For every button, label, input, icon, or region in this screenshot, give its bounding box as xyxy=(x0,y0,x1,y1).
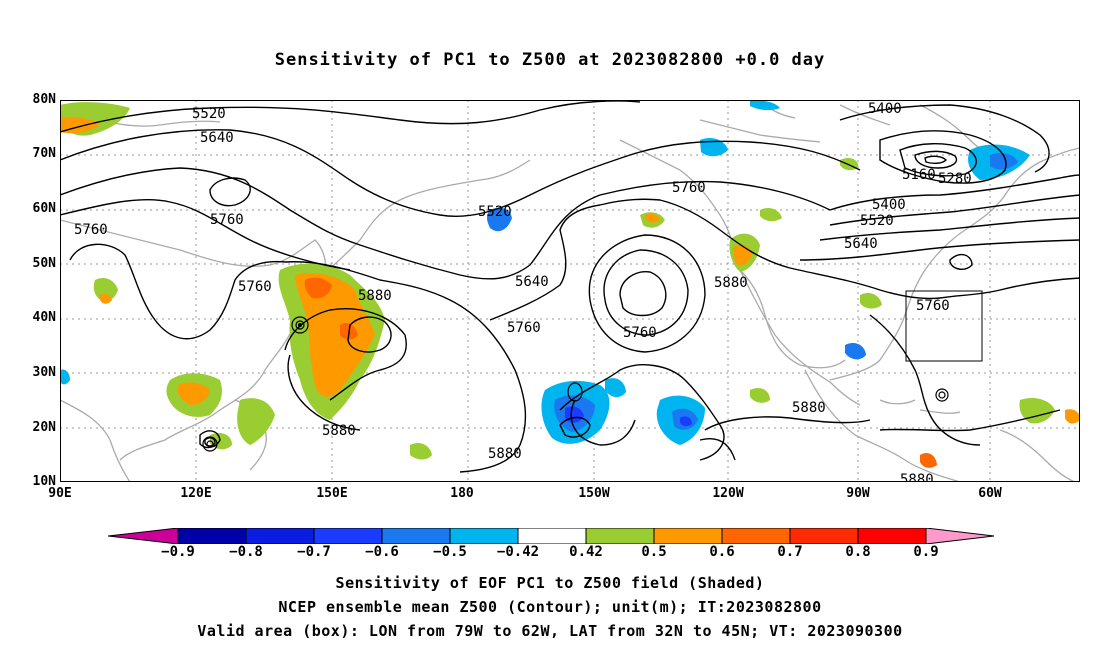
colorbar-label: −0.5 xyxy=(433,544,467,560)
contour-label: 5400 xyxy=(872,197,906,213)
colorbar-segment xyxy=(721,528,791,544)
colorbar-label: 0.9 xyxy=(913,544,939,560)
colorbar-label: −0.9 xyxy=(161,544,195,560)
colorbar-segment xyxy=(789,528,859,544)
lon-label-180: 180 xyxy=(450,486,474,501)
lon-label-150e: 150E xyxy=(316,486,348,501)
contour-label: 5880 xyxy=(714,275,748,291)
contour-label: 5760 xyxy=(74,222,108,238)
contour-label: 5760 xyxy=(916,298,950,314)
caption-valid-area: Valid area (box): LON from 79W to 62W, L… xyxy=(197,622,903,640)
colorbar-segment xyxy=(313,528,383,544)
colorbar xyxy=(108,528,994,544)
colorbar-segment xyxy=(585,528,655,544)
colorbar-label: 0.7 xyxy=(777,544,803,560)
z500-contours xyxy=(60,100,1080,473)
colorbar-segment xyxy=(449,528,519,544)
contour-label: 5160 xyxy=(902,167,936,183)
contour-label: 5520 xyxy=(478,204,512,220)
contour-label: 5280 xyxy=(938,171,972,187)
lat-label-80n: 80N xyxy=(32,92,56,107)
contour-label: 5760 xyxy=(623,325,657,341)
lon-label-150w: 150W xyxy=(578,486,610,501)
colorbar-segment xyxy=(245,528,315,544)
colorbar-label: −0.8 xyxy=(229,544,263,560)
contour-label: 5760 xyxy=(210,212,244,228)
contour-label: 5640 xyxy=(844,236,878,252)
lat-label-30n: 30N xyxy=(32,365,56,380)
lat-label-50n: 50N xyxy=(32,256,56,271)
lon-label-120e: 120E xyxy=(180,486,212,501)
caption-shaded: Sensitivity of EOF PC1 to Z500 field (Sh… xyxy=(335,574,765,592)
lat-label-20n: 20N xyxy=(32,420,56,435)
colorbar-segment xyxy=(857,528,927,544)
contour-label: 5760 xyxy=(238,279,272,295)
colorbar-label: −0.6 xyxy=(365,544,399,560)
map-svg: 5520 5640 5760 5760 5760 5880 5880 5520 … xyxy=(60,100,1080,482)
contour-labels: 5520 5640 5760 5760 5760 5880 5880 5520 … xyxy=(74,101,972,482)
contour-label: 5880 xyxy=(792,400,826,416)
colorbar-label: 0.6 xyxy=(709,544,735,560)
map-title: Sensitivity of PC1 to Z500 at 2023082800… xyxy=(274,50,826,70)
lon-label-90e: 90E xyxy=(48,486,72,501)
colorbar-segment xyxy=(653,528,723,544)
caption-contour: NCEP ensemble mean Z500 (Contour); unit(… xyxy=(278,598,822,616)
colorbar-segment xyxy=(177,528,247,544)
colorbar-label: 0.8 xyxy=(845,544,871,560)
colorbar-label: −0.7 xyxy=(297,544,331,560)
contour-label: 5520 xyxy=(860,213,894,229)
valid-area-box xyxy=(905,290,983,362)
lon-label-90w: 90W xyxy=(846,486,870,501)
contour-label: 5880 xyxy=(358,288,392,304)
colorbar-segment xyxy=(517,528,587,544)
contour-label: 5400 xyxy=(868,101,902,117)
colorbar-label: 0.42 xyxy=(569,544,603,560)
colorbar-right-triangle xyxy=(925,528,994,544)
contour-label: 5880 xyxy=(322,423,356,439)
contour-label: 5760 xyxy=(672,180,706,196)
colorbar-left-triangle xyxy=(108,528,179,544)
contour-label: 5640 xyxy=(515,274,549,290)
contour-label: 5880 xyxy=(900,472,934,482)
colorbar-segment xyxy=(381,528,451,544)
lon-label-120w: 120W xyxy=(712,486,744,501)
map-area: 5520 5640 5760 5760 5760 5880 5880 5520 … xyxy=(60,100,1080,482)
colorbar-label: −0.42 xyxy=(496,544,540,560)
lat-label-10n: 10N xyxy=(32,474,56,489)
contour-label: 5520 xyxy=(192,106,226,122)
contour-label: 5880 xyxy=(488,446,522,462)
negative-sensitivity-shading xyxy=(60,100,1030,445)
colorbar-label: 0.5 xyxy=(641,544,667,560)
closed-contour-centres xyxy=(202,316,949,452)
lat-label-70n: 70N xyxy=(32,146,56,161)
contour-label: 5760 xyxy=(507,320,541,336)
lat-label-60n: 60N xyxy=(32,201,56,216)
lon-label-60w: 60W xyxy=(978,486,1002,501)
contour-label: 5640 xyxy=(200,130,234,146)
lat-label-40n: 40N xyxy=(32,310,56,325)
